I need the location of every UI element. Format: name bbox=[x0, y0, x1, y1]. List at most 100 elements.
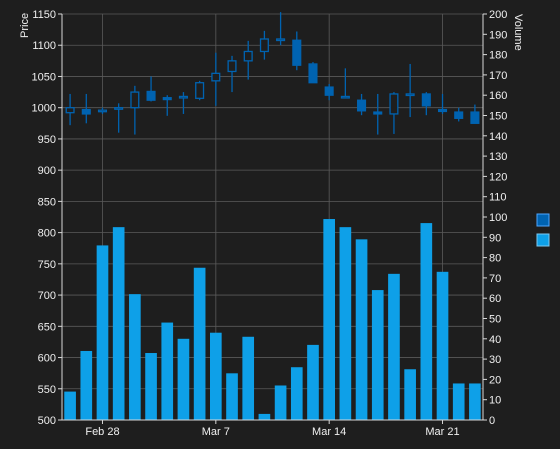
volume-bar bbox=[145, 353, 157, 420]
y-left-tick-label: 950 bbox=[38, 134, 56, 146]
volume-bar bbox=[436, 271, 449, 420]
candle-body bbox=[130, 91, 140, 109]
candle-body bbox=[454, 111, 464, 119]
y-right-tick-label: 30 bbox=[489, 354, 501, 366]
volume-bar bbox=[226, 373, 238, 420]
candle-body bbox=[178, 95, 188, 99]
y-left-tick-label: 1000 bbox=[32, 103, 56, 115]
candle-body bbox=[389, 93, 399, 115]
y-right-tick-label: 90 bbox=[489, 232, 501, 244]
y-right-tick-label: 60 bbox=[489, 293, 501, 305]
volume-bar bbox=[323, 219, 336, 420]
volume-bar bbox=[355, 239, 368, 420]
volume-bar bbox=[404, 369, 416, 420]
y-right-tick-label: 40 bbox=[489, 334, 501, 346]
volume-bar bbox=[96, 245, 109, 420]
y-right-tick-label: 180 bbox=[489, 50, 507, 62]
y-left-tick-label: 550 bbox=[38, 384, 56, 396]
candle-body bbox=[292, 39, 302, 66]
legend-marker-price bbox=[536, 213, 550, 227]
candle-body bbox=[195, 82, 205, 99]
candle-body bbox=[162, 97, 172, 101]
candle-body bbox=[340, 95, 350, 99]
x-tick-label: Mar 7 bbox=[202, 426, 230, 438]
volume-bar bbox=[193, 267, 206, 420]
y-right-tick-label: 170 bbox=[489, 70, 507, 82]
y-right-tick-label: 140 bbox=[489, 131, 507, 143]
gridlines bbox=[62, 13, 483, 421]
y-left-tick-label: 700 bbox=[38, 290, 56, 302]
candle-body bbox=[437, 108, 448, 113]
price-series bbox=[65, 12, 480, 135]
y-right-tick-label: 150 bbox=[489, 111, 507, 123]
y-right-tick-label: 50 bbox=[489, 314, 501, 326]
candle-body bbox=[373, 111, 383, 115]
y-right-tick-label: 130 bbox=[489, 151, 507, 163]
volume-series bbox=[64, 219, 481, 420]
x-tick-label: Feb 28 bbox=[85, 426, 119, 438]
candle-body bbox=[81, 108, 91, 115]
y-left-tick-label: 900 bbox=[38, 165, 56, 177]
candle-body bbox=[324, 86, 334, 96]
y-left-tick-label: 800 bbox=[38, 228, 56, 240]
volume-bar bbox=[64, 391, 76, 420]
y-right-tick-label: 100 bbox=[489, 212, 507, 224]
volume-bar bbox=[112, 227, 125, 420]
y-right-tick-label: 10 bbox=[489, 395, 501, 407]
y-right-tick-label: 120 bbox=[489, 171, 507, 183]
y-right-tick-label: 110 bbox=[489, 192, 507, 204]
volume-bar bbox=[209, 332, 222, 420]
candle-body bbox=[421, 93, 431, 107]
volume-bar bbox=[242, 336, 255, 420]
candle-body bbox=[97, 109, 108, 113]
candle-body bbox=[308, 63, 318, 84]
x-tick-label: Mar 21 bbox=[425, 426, 459, 438]
legend bbox=[536, 213, 550, 247]
volume-bar bbox=[388, 273, 400, 420]
candle-body bbox=[227, 60, 237, 73]
y-right-tick-label: 190 bbox=[489, 29, 507, 41]
candle-body bbox=[114, 107, 124, 110]
volume-bar bbox=[420, 223, 433, 420]
candle-body bbox=[405, 93, 415, 97]
volume-bar bbox=[258, 413, 271, 420]
y-left-tick-label: 1050 bbox=[32, 71, 56, 83]
y-left-tick-label: 650 bbox=[38, 321, 56, 333]
axes: 5005506006507007508008509009501000105011… bbox=[32, 9, 508, 438]
y-left-tick-label: 850 bbox=[38, 196, 56, 208]
y-right-tick-label: 20 bbox=[489, 374, 501, 386]
y-left-tick-label: 500 bbox=[38, 415, 56, 427]
volume-bar bbox=[177, 338, 190, 420]
volume-bar bbox=[371, 290, 384, 420]
y-right-tick-label: 200 bbox=[489, 9, 507, 21]
volume-bar bbox=[129, 294, 141, 420]
y-right-tick-label: 0 bbox=[489, 415, 495, 427]
x-tick-label: Mar 14 bbox=[312, 426, 346, 438]
y-right-tick-label: 80 bbox=[489, 253, 501, 265]
y-left-tick-label: 1100 bbox=[32, 40, 56, 52]
candle-body bbox=[146, 90, 156, 101]
y-left-tick-label: 750 bbox=[38, 259, 56, 271]
y-axis-left-label: Price bbox=[19, 13, 31, 38]
y-axis-right-label: Volume bbox=[512, 14, 524, 51]
candle-body bbox=[65, 107, 75, 114]
y-left-tick-label: 600 bbox=[38, 353, 56, 365]
y-right-tick-label: 70 bbox=[489, 273, 501, 285]
candle-body bbox=[211, 72, 221, 82]
volume-bar bbox=[469, 383, 481, 420]
volume-bar bbox=[452, 383, 465, 420]
candle-body bbox=[243, 50, 253, 62]
volume-bar bbox=[274, 385, 287, 420]
volume-bar bbox=[307, 344, 319, 420]
candle-body bbox=[276, 38, 286, 42]
volume-bar bbox=[80, 350, 93, 420]
volume-bar bbox=[290, 367, 303, 420]
y-right-tick-label: 160 bbox=[489, 90, 507, 102]
volume-bar bbox=[339, 227, 352, 420]
candle-body bbox=[357, 99, 367, 112]
legend-marker-volume bbox=[536, 233, 550, 247]
candle-body bbox=[470, 111, 480, 124]
y-left-tick-label: 1150 bbox=[32, 9, 56, 21]
